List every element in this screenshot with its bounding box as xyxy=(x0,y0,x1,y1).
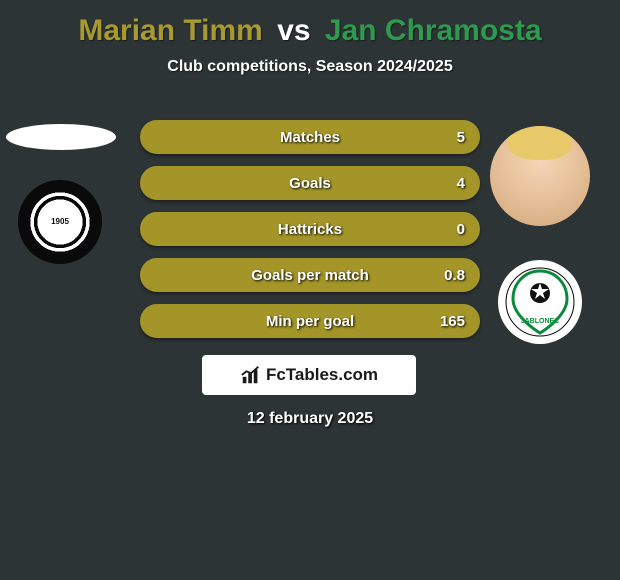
jablonec-crest-icon: JABLONEC xyxy=(505,267,575,337)
stat-row: Min per goal165 xyxy=(140,304,480,338)
player2-crest: JABLONEC xyxy=(498,260,582,344)
player1-name: Marian Timm xyxy=(78,14,263,47)
crest2-text: JABLONEC xyxy=(521,318,560,325)
player2-name: Jan Chramosta xyxy=(325,14,542,47)
player1-avatar xyxy=(6,124,116,150)
chart-icon xyxy=(240,364,262,386)
stat-value-right: 0 xyxy=(457,213,465,247)
stat-row: Goals per match0.8 xyxy=(140,258,480,292)
brand-box: FcTables.com xyxy=(202,355,416,395)
crest1-year: 1905 xyxy=(51,218,69,226)
stat-value-right: 165 xyxy=(440,305,465,339)
player2-avatar xyxy=(490,126,590,226)
stat-row: Hattricks0 xyxy=(140,212,480,246)
subtitle: Club competitions, Season 2024/2025 xyxy=(0,58,620,76)
stat-value-right: 0.8 xyxy=(444,259,465,293)
stat-row: Goals4 xyxy=(140,166,480,200)
stat-row: Matches5 xyxy=(140,120,480,154)
player1-crest: 1905 xyxy=(18,180,102,264)
stat-label: Min per goal xyxy=(141,305,479,339)
brand-text: FcTables.com xyxy=(266,365,378,385)
date-text: 12 february 2025 xyxy=(0,410,620,428)
stat-label: Goals xyxy=(141,167,479,201)
comparison-title: Marian Timm vs Jan Chramosta xyxy=(0,0,620,48)
stat-value-right: 5 xyxy=(457,121,465,155)
stat-value-right: 4 xyxy=(457,167,465,201)
vs-text: vs xyxy=(277,14,310,47)
stat-label: Matches xyxy=(141,121,479,155)
stat-label: Goals per match xyxy=(141,259,479,293)
stats-rows: Matches5Goals4Hattricks0Goals per match0… xyxy=(140,120,480,350)
stat-label: Hattricks xyxy=(141,213,479,247)
